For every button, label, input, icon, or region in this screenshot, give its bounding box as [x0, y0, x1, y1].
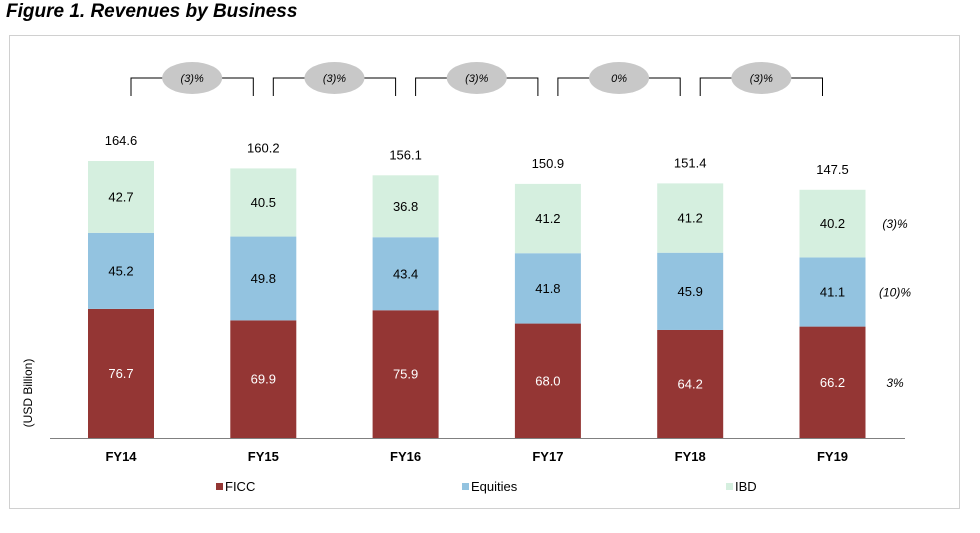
bar-equities-fy18 [657, 252, 724, 330]
bar-ibd-fy16 [372, 175, 439, 238]
data-label-equities-fy17: 41.8 [535, 281, 560, 296]
data-label-ibd-fy14: 42.7 [108, 189, 133, 204]
data-label-equities-fy14: 45.2 [108, 263, 133, 278]
figure-title: Figure 1. Revenues by Business [6, 1, 298, 22]
legend-label-ficc: FICC [225, 479, 255, 494]
legend-label-ibd: IBD [735, 479, 757, 494]
legend-swatch-ficc [216, 483, 223, 490]
yoy-badge-2 [304, 62, 365, 94]
bar-ficc-fy17 [514, 323, 581, 438]
change-label-ficc: 3% [886, 376, 904, 390]
data-label-ficc-fy19: 66.2 [820, 375, 845, 390]
bar-ibd-fy14 [88, 161, 154, 233]
data-label-equities-fy19: 41.1 [820, 285, 845, 300]
bar-ibd-fy19 [799, 189, 866, 258]
legend-swatch-ibd [726, 483, 733, 490]
bar-ficc-fy15 [230, 320, 297, 438]
bar-equities-fy19 [799, 257, 866, 327]
chart-frame [9, 35, 960, 509]
bar-equities-fy17 [514, 253, 581, 324]
bar-ficc-fy19 [799, 326, 866, 438]
yoy-badge-4 [589, 62, 650, 94]
change-label-ibd: (3)% [882, 217, 908, 231]
data-label-ficc-fy18: 64.2 [678, 376, 703, 391]
bar-equities-fy14 [88, 232, 154, 309]
yoy-label-1: (3)% [181, 73, 204, 85]
data-label-equities-fy15: 49.8 [251, 271, 276, 286]
bar-equities-fy15 [230, 236, 297, 321]
bar-ibd-fy18 [657, 183, 724, 253]
bars-layer: 76.7 45.2 42.7 164.6 69.9 49.8 40.5 160.2 75.9 43… [88, 133, 866, 438]
data-label-equities-fy16: 43.4 [393, 266, 418, 281]
yoy-label-2: (3)% [323, 73, 346, 85]
x-tick-fy19: FY19 [817, 449, 848, 464]
data-label-equities-fy18: 45.9 [678, 284, 703, 299]
legend: FICC Equities IBD [216, 479, 757, 494]
data-label-ibd-fy19: 40.2 [820, 216, 845, 231]
bar-ibd-fy15 [230, 168, 297, 237]
x-tick-fy17: FY17 [532, 449, 563, 464]
data-label-ibd-fy18: 41.2 [678, 211, 703, 226]
y-axis-label: (USD Billion) [21, 359, 35, 428]
bar-equities-fy16 [372, 237, 439, 311]
x-tick-fy18: FY18 [675, 449, 706, 464]
data-label-ibd-fy15: 40.5 [251, 195, 276, 210]
x-tick-labels: FY14 FY15 FY16 FY17 FY18 FY19 [105, 449, 848, 464]
yoy-badge-1 [162, 62, 223, 94]
x-tick-fy14: FY14 [105, 449, 137, 464]
bar-ficc-fy14 [88, 308, 154, 438]
legend-label-equities: Equities [471, 479, 518, 494]
yoy-label-4: 0% [611, 73, 627, 85]
bar-ficc-fy18 [657, 329, 724, 438]
data-label-ficc-fy15: 69.9 [251, 372, 276, 387]
total-label-fy19: 147.5 [816, 162, 849, 177]
bar-ficc-fy16 [372, 310, 439, 438]
x-tick-fy16: FY16 [390, 449, 421, 464]
yoy-badge-5 [731, 62, 792, 94]
legend-swatch-equities [462, 483, 469, 490]
data-label-ficc-fy14: 76.7 [108, 366, 133, 381]
series-change-labels: 3% (10)% (3)% [879, 217, 911, 390]
yoy-label-5: (3)% [750, 73, 773, 85]
data-label-ficc-fy17: 68.0 [535, 373, 560, 388]
data-label-ibd-fy17: 41.2 [535, 211, 560, 226]
yoy-brackets-layer: (3)% (3)% (3)% 0% (3)% [130, 62, 823, 96]
total-label-fy18: 151.4 [674, 155, 707, 170]
yoy-label-3: (3)% [465, 73, 488, 85]
total-label-fy15: 160.2 [247, 140, 280, 155]
change-label-equities: (10)% [879, 286, 911, 300]
data-label-ficc-fy16: 75.9 [393, 367, 418, 382]
bar-ibd-fy17 [514, 183, 581, 254]
total-label-fy17: 150.9 [532, 156, 565, 171]
data-label-ibd-fy16: 36.8 [393, 199, 418, 214]
total-label-fy16: 156.1 [389, 147, 422, 162]
yoy-badge-3 [446, 62, 507, 94]
x-tick-fy15: FY15 [248, 449, 279, 464]
total-label-fy14: 164.6 [105, 133, 138, 148]
